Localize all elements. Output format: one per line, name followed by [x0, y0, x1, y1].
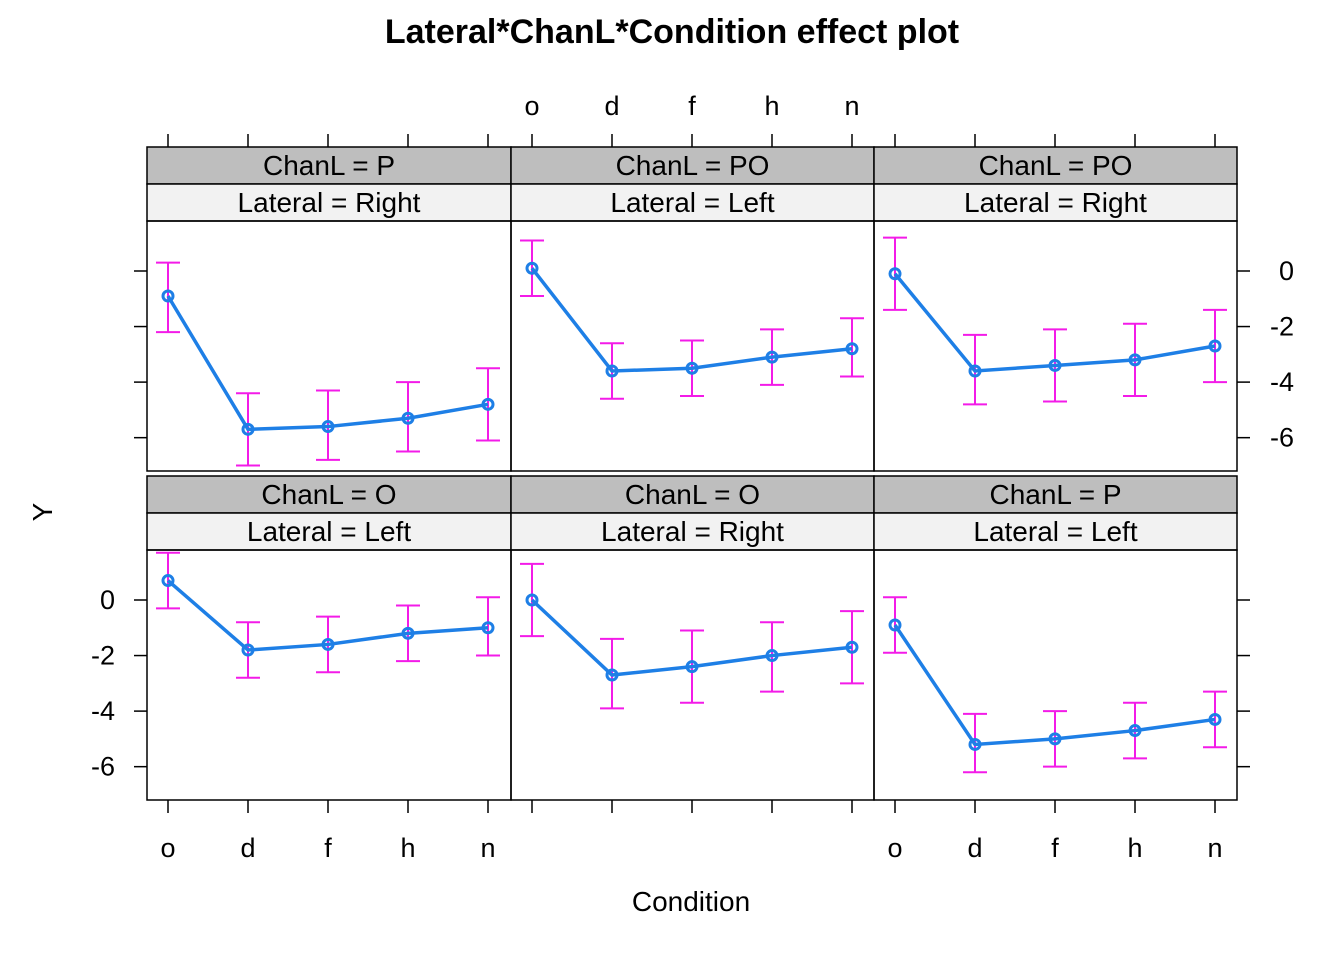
data-point — [605, 668, 619, 682]
panel-frame — [146, 549, 512, 801]
data-point — [845, 640, 859, 654]
data-point — [161, 574, 175, 588]
x-tick-label: n — [844, 91, 859, 121]
x-tick-label: h — [400, 833, 415, 863]
data-point — [1128, 724, 1142, 738]
data-point — [161, 289, 175, 303]
strip-chanl — [146, 146, 512, 185]
x-tick-label: f — [688, 91, 696, 121]
x-tick-label: f — [324, 833, 332, 863]
y-tick-label: 0 — [1279, 256, 1294, 286]
panel: ChanL = P Lateral = Right — [146, 146, 512, 472]
x-tick-label: d — [240, 833, 255, 863]
data-point — [605, 364, 619, 378]
panel: ChanL = PO Lateral = Right — [873, 146, 1238, 472]
data-point — [888, 267, 902, 281]
y-tick-label: 0 — [100, 585, 115, 615]
strip-lateral — [873, 512, 1238, 551]
strip-lateral — [146, 183, 512, 222]
x-tick-label: n — [1207, 833, 1222, 863]
data-point — [481, 397, 495, 411]
y-tick-label: -4 — [1270, 367, 1294, 397]
series-line — [530, 598, 853, 677]
strip-chanl-label: ChanL = P — [263, 150, 395, 181]
panel: ChanL = P Lateral = Left — [873, 475, 1238, 801]
data-point — [685, 660, 699, 674]
data-point — [1048, 732, 1062, 746]
x-tick-label: f — [1051, 833, 1059, 863]
strip-chanl — [510, 475, 875, 514]
strip-chanl-label: ChanL = O — [261, 479, 396, 510]
strip-chanl-label: ChanL = P — [989, 479, 1121, 510]
y-tick-label: -6 — [91, 752, 115, 782]
panel: ChanL = PO Lateral = Left — [510, 146, 875, 472]
data-point — [968, 737, 982, 751]
data-point — [765, 649, 779, 663]
strip-chanl — [873, 475, 1238, 514]
strip-lateral-label: Lateral = Right — [601, 516, 784, 547]
data-point — [321, 637, 335, 651]
x-tick-label: o — [524, 91, 539, 121]
data-point — [765, 350, 779, 364]
axes: o d f h n o d f h n o d f h n 0 -2 -4 -6 0 -2 -4 -6 — [91, 91, 1294, 863]
panel-frame — [873, 220, 1238, 472]
y-tick-label: -2 — [1270, 312, 1294, 342]
panels: ChanL = P Lateral = Right ChanL = PO Latera… — [146, 146, 1238, 801]
strip-chanl-label: ChanL = PO — [616, 150, 770, 181]
strip-chanl-label: ChanL = O — [625, 479, 760, 510]
data-point — [241, 643, 255, 657]
strip-lateral-label: Lateral = Right — [238, 187, 421, 218]
strip-lateral-label: Lateral = Left — [247, 516, 411, 547]
data-point — [401, 626, 415, 640]
data-point — [481, 621, 495, 635]
series-line — [530, 267, 853, 373]
data-point — [1128, 353, 1142, 367]
x-tick-label: o — [887, 833, 902, 863]
data-point — [241, 422, 255, 436]
data-point — [1208, 339, 1222, 353]
panel: ChanL = O Lateral = Left — [146, 475, 512, 801]
x-axis-title: Condition — [632, 886, 750, 917]
data-point — [685, 361, 699, 375]
y-tick-label: -2 — [91, 641, 115, 671]
strip-chanl-label: ChanL = PO — [979, 150, 1133, 181]
data-point — [525, 261, 539, 275]
data-point — [845, 342, 859, 356]
y-axis-title: Y — [27, 502, 58, 521]
y-tick-label: -6 — [1270, 423, 1294, 453]
strip-lateral — [510, 183, 875, 222]
data-point — [321, 420, 335, 434]
data-point — [1048, 358, 1062, 372]
data-point — [1208, 712, 1222, 726]
series-line — [893, 272, 1216, 373]
x-tick-label: h — [764, 91, 779, 121]
data-point — [525, 593, 539, 607]
data-point — [888, 618, 902, 632]
error-bar — [840, 610, 864, 685]
data-point — [401, 411, 415, 425]
strip-chanl — [873, 146, 1238, 185]
x-tick-label: n — [480, 833, 495, 863]
data-point — [968, 364, 982, 378]
strip-lateral — [873, 183, 1238, 222]
series-line — [893, 624, 1216, 747]
x-tick-label: d — [604, 91, 619, 121]
strip-lateral-label: Lateral = Right — [964, 187, 1147, 218]
x-tick-label: h — [1127, 833, 1142, 863]
series-line — [166, 579, 489, 652]
chart-title: Lateral*ChanL*Condition effect plot — [385, 13, 959, 51]
strip-lateral-label: Lateral = Left — [610, 187, 774, 218]
strip-lateral-label: Lateral = Left — [973, 516, 1137, 547]
y-tick-label: -4 — [91, 696, 115, 726]
x-tick-label: d — [967, 833, 982, 863]
error-bar — [840, 317, 864, 378]
series-line — [166, 295, 489, 432]
panel: ChanL = O Lateral = Right — [510, 475, 875, 801]
x-tick-label: o — [160, 833, 175, 863]
strip-lateral — [146, 512, 512, 551]
error-bar — [476, 596, 500, 657]
